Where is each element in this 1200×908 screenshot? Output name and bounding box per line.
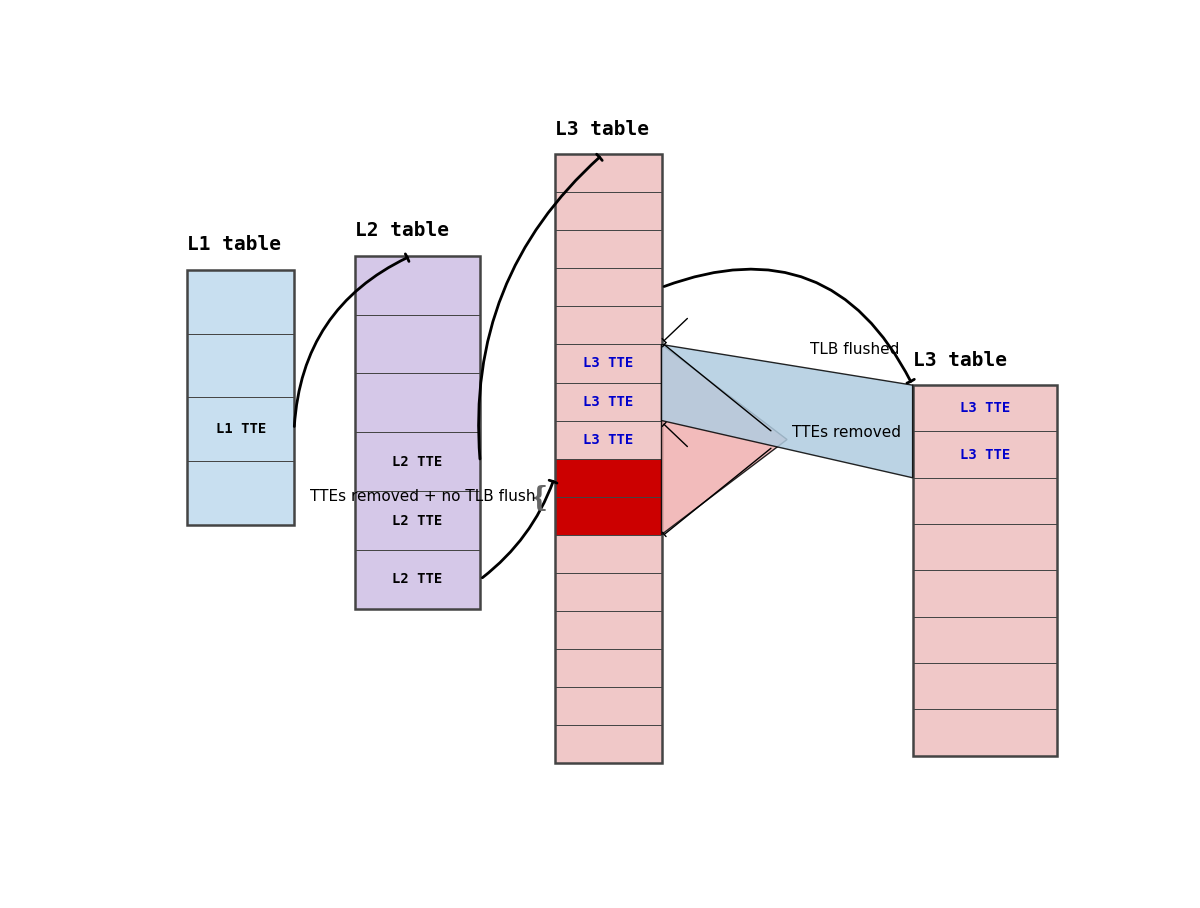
Bar — [355, 315, 480, 373]
Bar — [554, 344, 661, 382]
Text: L3 TTE: L3 TTE — [960, 448, 1010, 461]
Text: TLB flushed: TLB flushed — [810, 342, 900, 357]
Bar — [554, 648, 661, 686]
Text: TTEs removed + no TLB flush: TTEs removed + no TLB flush — [311, 489, 536, 504]
Bar — [554, 307, 661, 344]
Text: L3 TTE: L3 TTE — [960, 401, 1010, 415]
Bar — [554, 459, 661, 497]
Bar — [912, 570, 1057, 617]
Polygon shape — [661, 344, 912, 478]
Bar — [187, 270, 294, 525]
Bar — [912, 431, 1057, 478]
Text: L2 TTE: L2 TTE — [392, 455, 443, 469]
Bar — [355, 256, 480, 609]
Bar — [912, 709, 1057, 755]
Bar — [355, 373, 480, 432]
Text: L3 table: L3 table — [912, 350, 1007, 370]
Text: L3 TTE: L3 TTE — [583, 394, 634, 409]
Text: L3 table: L3 table — [554, 120, 648, 139]
Bar — [355, 256, 480, 315]
Bar — [554, 154, 661, 192]
Bar — [554, 725, 661, 763]
Text: ❴: ❴ — [527, 482, 550, 510]
Text: TTEs removed: TTEs removed — [792, 425, 901, 440]
Bar — [554, 154, 661, 763]
Bar — [554, 573, 661, 610]
Text: L3 TTE: L3 TTE — [583, 432, 634, 447]
Text: L1 TTE: L1 TTE — [216, 422, 266, 436]
Bar — [187, 398, 294, 461]
Bar — [187, 333, 294, 398]
Bar — [554, 497, 661, 535]
Bar — [554, 192, 661, 231]
Bar — [554, 420, 661, 459]
Bar — [912, 663, 1057, 709]
Bar — [187, 461, 294, 525]
Bar — [912, 385, 1057, 431]
Polygon shape — [661, 344, 787, 535]
Bar — [912, 478, 1057, 524]
Bar — [912, 617, 1057, 663]
Bar — [554, 610, 661, 648]
Bar — [554, 686, 661, 725]
Text: L3 TTE: L3 TTE — [583, 357, 634, 370]
Text: L2 TTE: L2 TTE — [392, 514, 443, 528]
Bar — [554, 231, 661, 269]
Text: L2 TTE: L2 TTE — [392, 572, 443, 587]
Bar — [912, 385, 1057, 755]
Bar — [187, 270, 294, 333]
Text: L2 table: L2 table — [355, 222, 449, 241]
Bar — [554, 535, 661, 573]
Bar — [554, 269, 661, 307]
Text: L1 table: L1 table — [187, 235, 281, 254]
Bar — [355, 432, 480, 491]
Bar — [912, 524, 1057, 570]
Bar — [355, 491, 480, 550]
Bar — [554, 382, 661, 420]
Bar — [355, 550, 480, 609]
